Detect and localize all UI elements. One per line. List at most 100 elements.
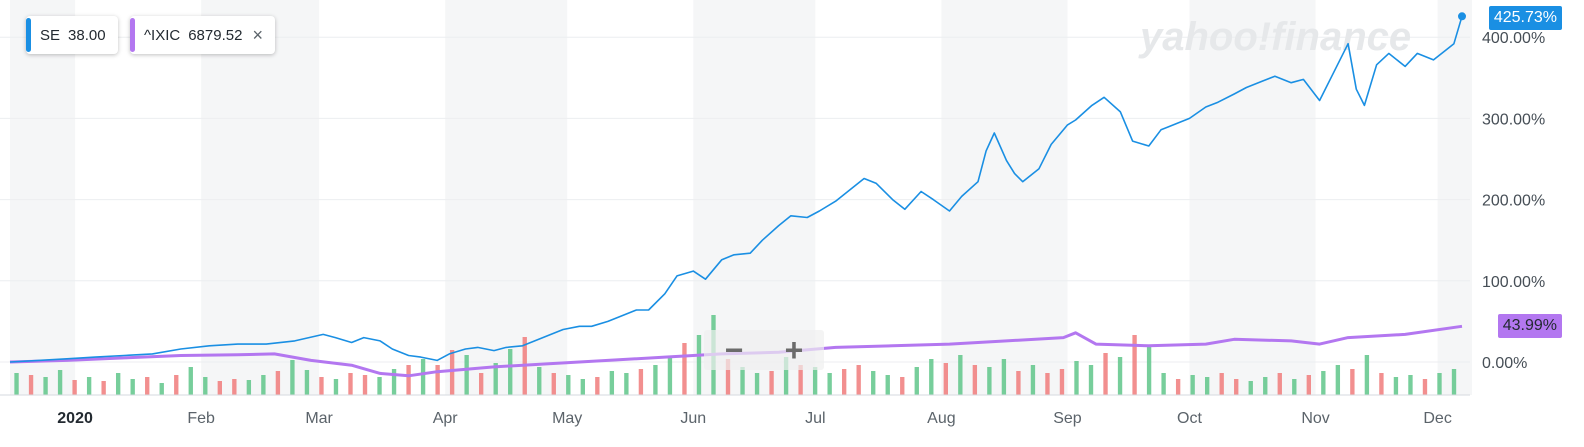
x-tick-label: Mar — [305, 410, 333, 427]
volume-bar — [1306, 375, 1311, 395]
volume-bar — [783, 357, 789, 395]
volume-bar — [1016, 371, 1021, 395]
yahoo-finance-watermark: yahoo!finance — [1138, 15, 1411, 59]
volume-bar — [1059, 369, 1065, 395]
y-tick-label: 0.00% — [1482, 355, 1527, 372]
y-tick-label: 400.00% — [1482, 30, 1545, 47]
volume-bar — [333, 379, 339, 395]
volume-bar — [900, 377, 905, 395]
y-tick-label: 200.00% — [1482, 193, 1545, 210]
volume-bar — [798, 365, 803, 395]
volume-bar — [304, 370, 310, 395]
volume-bar — [130, 379, 135, 395]
x-tick-label: Sep — [1053, 410, 1082, 427]
volume-bar — [449, 350, 455, 395]
volume-bar — [508, 349, 513, 395]
month-band — [941, 0, 1068, 395]
month-bands — [10, 0, 1472, 395]
volume-bar — [28, 375, 34, 395]
x-tick-label: Aug — [927, 410, 955, 427]
volume-bar — [174, 375, 179, 395]
volume-bar — [232, 379, 237, 395]
x-tick-label: Oct — [1177, 410, 1202, 427]
volume-bar — [1074, 361, 1079, 395]
volume-bar — [595, 377, 600, 395]
volume-bar — [246, 380, 252, 395]
legend-value: 38.00 — [68, 26, 106, 44]
volume-bar — [1219, 373, 1224, 395]
volume-bar — [420, 359, 426, 395]
volume-bar — [1204, 377, 1210, 395]
zoom-controls: − + — [704, 330, 824, 370]
se-last-point — [1458, 12, 1466, 21]
volume-bar — [754, 373, 760, 395]
month-band — [445, 0, 568, 395]
volume-bar — [827, 373, 832, 395]
zoom-in-button[interactable]: + — [784, 331, 804, 368]
legend-item-ixic[interactable]: ^IXIC 6879.52 × — [130, 16, 275, 54]
volume-bar — [319, 377, 324, 395]
close-icon[interactable]: × — [252, 24, 263, 45]
volume-bar — [1190, 375, 1195, 395]
volume-bar — [653, 365, 658, 395]
volume-bar — [1364, 355, 1370, 395]
volume-bar — [217, 381, 222, 395]
volume-bar — [1321, 371, 1326, 395]
volume-bar — [1437, 373, 1442, 395]
month-band — [1462, 0, 1472, 395]
volume-bar — [377, 377, 382, 395]
month-band — [201, 0, 320, 395]
series-line-se — [9, 16, 1463, 363]
legend-item-se[interactable]: SE 38.00 — [26, 16, 118, 54]
x-tick-label: Jun — [680, 410, 706, 427]
volume-bar — [987, 367, 992, 395]
volume-bar — [1335, 365, 1341, 395]
x-axis: 2020 Feb Mar Apr May Jun Jul Aug Sep Oct Nov Dec — [57, 410, 1452, 427]
volume-bar — [551, 373, 556, 395]
volume-bar — [943, 363, 948, 395]
volume-bar — [1132, 335, 1137, 395]
volume-bar — [1117, 357, 1123, 395]
y-tick-label: 100.00% — [1482, 274, 1545, 291]
zoom-out-button[interactable]: − — [724, 331, 744, 368]
volume-bar — [812, 367, 818, 395]
volume-bar — [580, 379, 585, 395]
legend-symbol: ^IXIC — [144, 26, 181, 44]
volume-bar — [57, 370, 63, 395]
x-tick-label: Feb — [187, 410, 215, 427]
legend-symbol: SE — [40, 26, 61, 44]
volume-bar — [478, 373, 484, 395]
x-tick-label: May — [552, 410, 582, 427]
volume-bar — [972, 365, 978, 395]
legend-color-bar — [130, 18, 135, 52]
volume-bar — [740, 367, 745, 395]
y-axis: 0.00% 100.00% 200.00% 300.00% 400.00% — [1482, 30, 1545, 372]
volume-bar — [159, 383, 164, 395]
volume-bar — [1393, 377, 1399, 395]
volume-bar — [1277, 373, 1282, 395]
volume-bar — [958, 355, 963, 395]
volume-bar — [1045, 373, 1050, 395]
volume-bar — [72, 380, 77, 395]
x-tick-label: Dec — [1423, 410, 1451, 427]
volume-bar — [188, 367, 193, 395]
volume-bar — [145, 377, 150, 395]
volume-bar — [1408, 375, 1413, 395]
volume-bar — [391, 369, 397, 395]
volume-bar — [885, 375, 890, 395]
volume-bar — [1146, 347, 1152, 395]
x-tick-label: 2020 — [57, 410, 93, 427]
month-band — [1437, 0, 1462, 395]
volume-bar — [1350, 369, 1355, 395]
volume-bar — [203, 377, 208, 395]
volume-bar — [1451, 369, 1457, 395]
volume-bar — [1379, 373, 1384, 395]
volume-bar — [464, 355, 469, 395]
volume-bar — [435, 365, 440, 395]
volume-bar — [667, 357, 673, 395]
volume-bar — [1422, 379, 1428, 395]
x-tick-label: Jul — [805, 410, 825, 427]
volume-bars — [14, 315, 1457, 395]
volume-bar — [493, 363, 498, 395]
